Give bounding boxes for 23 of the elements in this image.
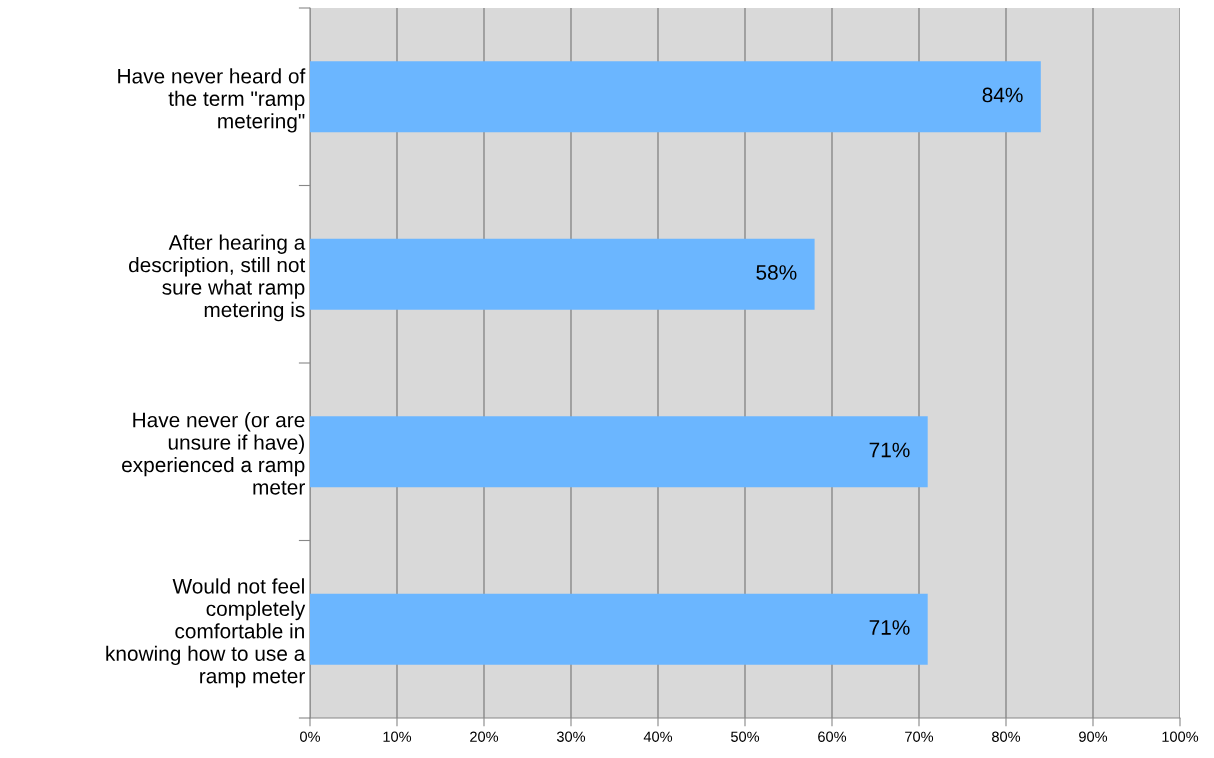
x-tick-label: 10% (383, 731, 412, 742)
x-tick-label: 50% (730, 731, 760, 742)
x-tick-label: 40% (643, 731, 673, 742)
data-label: 71% (869, 620, 910, 635)
bar (310, 61, 1041, 133)
data-label: 58% (756, 265, 797, 280)
y-tick-label: Have never heard of the term "ramp metering" (118, 68, 306, 133)
x-tick-label: 0% (300, 731, 321, 742)
x-tick-label: 20% (470, 731, 499, 742)
x-tick-label: 90% (1079, 731, 1108, 742)
x-tick-label: 70% (905, 731, 934, 742)
x-tick-label: 80% (992, 731, 1021, 742)
bar (310, 238, 815, 310)
data-label: 71% (869, 442, 910, 458)
x-tick-label: 100% (1162, 731, 1199, 742)
y-tick-label: After hearing a description, still not sure what ramp metering is (129, 234, 306, 322)
x-tick-label: 60% (818, 731, 847, 742)
y-tick-label: Would not feel completely comfortable in knowing how to use a ramp meter (106, 578, 306, 688)
bar (310, 593, 928, 665)
data-label: 84% (982, 87, 1023, 103)
bar (310, 416, 928, 488)
x-tick-label: 30% (556, 731, 586, 742)
y-tick-label: Have never (or are unsure if have) experienced a ramp meter (122, 412, 305, 495)
